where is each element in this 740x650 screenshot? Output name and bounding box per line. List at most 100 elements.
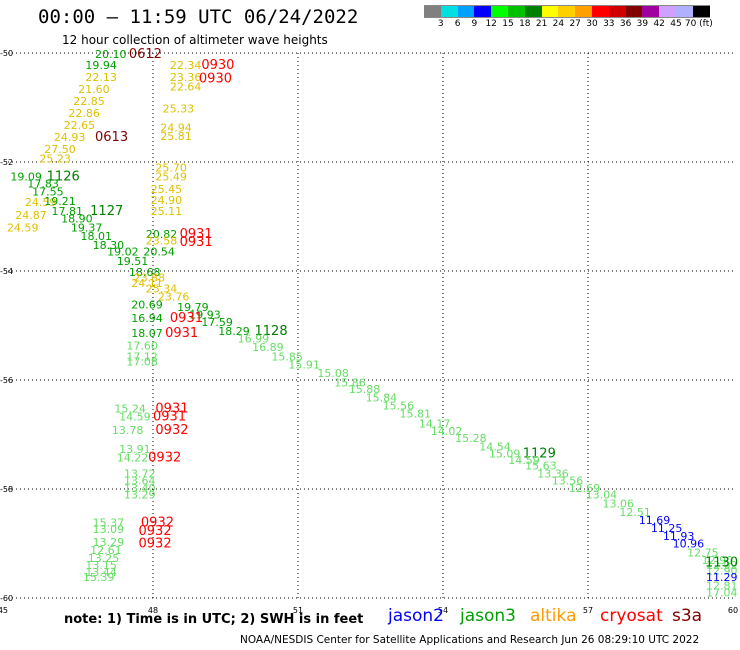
satellite-legend-jason2: jason2 xyxy=(388,606,444,626)
wave-height-label: 12.75 xyxy=(687,547,719,560)
wave-height-label: 20.10 xyxy=(95,48,127,61)
color-legend-label: 3 xyxy=(437,19,444,29)
color-legend-label: 70 (ft) xyxy=(684,19,713,29)
wave-height-label: 15.09 xyxy=(489,447,520,460)
color-swatch xyxy=(692,5,710,18)
wave-height-label: 22.64 xyxy=(170,81,202,94)
pass-time-label: 1130 xyxy=(705,555,738,570)
wave-height-label: 13.29 xyxy=(124,488,156,501)
wave-height-label: 18.29 xyxy=(218,325,250,338)
wave-height-label: 13.40 xyxy=(124,482,156,495)
wave-height-label: 13.25 xyxy=(88,552,120,565)
wave-height-label: 19.93 xyxy=(189,309,221,322)
lon-tick-label: 60 xyxy=(728,606,738,615)
color-legend-label: 21 xyxy=(535,19,548,29)
wave-height-label: 17.12 xyxy=(126,350,157,363)
wave-height-label: 14.17 xyxy=(419,418,451,431)
wave-height-label: 22.34 xyxy=(170,59,202,72)
wave-height-label: 13.36 xyxy=(537,468,569,481)
lat-tick-label: -54 xyxy=(0,267,13,276)
satellite-legend-s3a: s3a xyxy=(672,606,703,626)
color-swatch xyxy=(524,5,542,18)
lon-tick-label: 57 xyxy=(583,606,593,615)
color-legend-label: 30 xyxy=(586,19,598,29)
wave-height-label: 13.72 xyxy=(124,468,156,481)
lon-tick-label: 54 xyxy=(438,606,448,615)
satellite-legend-altika: altika xyxy=(530,606,577,626)
wave-height-label: 19.79 xyxy=(177,301,209,314)
wave-height-label: 23.58 xyxy=(146,234,178,247)
pass-time-label: 0931 xyxy=(170,311,203,326)
wave-height-label: 19.94 xyxy=(85,59,117,72)
footer-note: note: 1) Time is in UTC; 2) SWH is in fe… xyxy=(64,612,364,627)
map-plot-svg: 45 48 51 54 57 60-50-52-54-56-58-60061220.101… xyxy=(0,47,738,615)
color-legend-label: 27 xyxy=(569,19,581,29)
wave-height-label: 11.25 xyxy=(651,522,683,535)
pass-time-label: 0930 xyxy=(201,58,234,73)
pass-time-label: 0932 xyxy=(139,536,172,551)
color-swatch xyxy=(457,5,475,18)
lon-tick-label: 45 xyxy=(0,606,8,615)
wave-height-label: 12.61 xyxy=(90,544,122,557)
color-swatch xyxy=(625,5,643,18)
color-legend-label: 36 xyxy=(619,19,632,29)
wave-height-label: 13.09 xyxy=(93,523,125,536)
wave-height-label: 15.56 xyxy=(383,400,415,413)
color-swatch xyxy=(424,5,441,18)
wave-height-label: 24.87 xyxy=(15,209,47,222)
wave-height-label: 24.59 xyxy=(7,221,39,234)
color-swatch xyxy=(558,5,576,18)
pass-time-label: 0932 xyxy=(139,524,172,539)
wave-height-label: 24.11 xyxy=(131,277,163,290)
wave-height-label: 12.51 xyxy=(619,506,651,519)
wave-height-label: 13.78 xyxy=(112,424,143,437)
wave-height-label: 13.44 xyxy=(85,566,117,579)
wave-height-label: 19.51 xyxy=(117,255,149,268)
wave-height-label: 20.54 xyxy=(143,245,175,258)
wave-height-label: 17.08 xyxy=(126,355,157,368)
wave-height-label: 17.83 xyxy=(27,178,59,191)
wave-height-label: 18.01 xyxy=(81,230,113,243)
wave-height-label: 11.69 xyxy=(639,514,671,527)
satellite-legend-jason3: jason3 xyxy=(460,606,516,626)
wave-height-label: 24.59 xyxy=(25,196,56,209)
color-swatch xyxy=(491,5,508,18)
color-swatch xyxy=(575,5,592,18)
page-title: 00:00 — 11:59 UTC 06/24/2022 xyxy=(38,6,359,28)
credit-line: NOAA/NESDIS Center for Satellite Applica… xyxy=(240,634,700,646)
wave-height-label: 15.08 xyxy=(317,367,349,380)
wave-height-label: 25.49 xyxy=(155,171,187,184)
wave-height-label: 10.96 xyxy=(673,537,705,550)
wave-height-label: 25.34 xyxy=(146,282,178,295)
pass-time-label: 0932 xyxy=(155,423,188,438)
wave-height-label: 15.39 xyxy=(83,571,115,584)
wave-height-label: 25.23 xyxy=(39,153,71,166)
color-legend-label: 45 xyxy=(670,19,682,29)
wave-height-label: 14.54 xyxy=(479,440,511,453)
wave-height-label: 20.82 xyxy=(146,228,178,241)
wave-height-label: 22.85 xyxy=(73,95,105,108)
wave-height-label: 18.30 xyxy=(93,239,125,252)
pass-time-label: 0931 xyxy=(180,227,213,242)
pass-time-label: 0931 xyxy=(153,409,186,424)
color-swatch xyxy=(541,5,559,18)
pass-time-label: 0931 xyxy=(180,235,213,250)
wave-height-label: 13.29 xyxy=(93,536,125,549)
color-swatch xyxy=(608,5,626,18)
color-legend-label: 18 xyxy=(519,19,531,29)
color-swatch xyxy=(507,5,525,18)
wave-height-label: 20.69 xyxy=(131,299,163,312)
wave-height-label: 11.29 xyxy=(706,571,738,584)
color-legend-labels: 3 6 9 12 15 18 21 24 27 30 33 36 39 42 45 70 (ft) xyxy=(424,18,734,32)
wave-height-label: 22.13 xyxy=(85,71,117,84)
wave-height-label: 13.04 xyxy=(586,488,618,501)
pass-time-label: 1126 xyxy=(47,170,80,185)
color-legend-label: 9 xyxy=(471,19,478,29)
wave-height-label: 22.65 xyxy=(64,119,95,132)
pass-time-label: 0930 xyxy=(199,72,232,87)
wave-height-label: 15.81 xyxy=(400,408,432,421)
wave-height-label: 24.94 xyxy=(160,122,192,135)
wave-height-label: 14.22 xyxy=(117,451,149,464)
wave-height-label: 17.81 xyxy=(52,205,84,218)
wave-height-label: 15.28 xyxy=(455,432,487,445)
